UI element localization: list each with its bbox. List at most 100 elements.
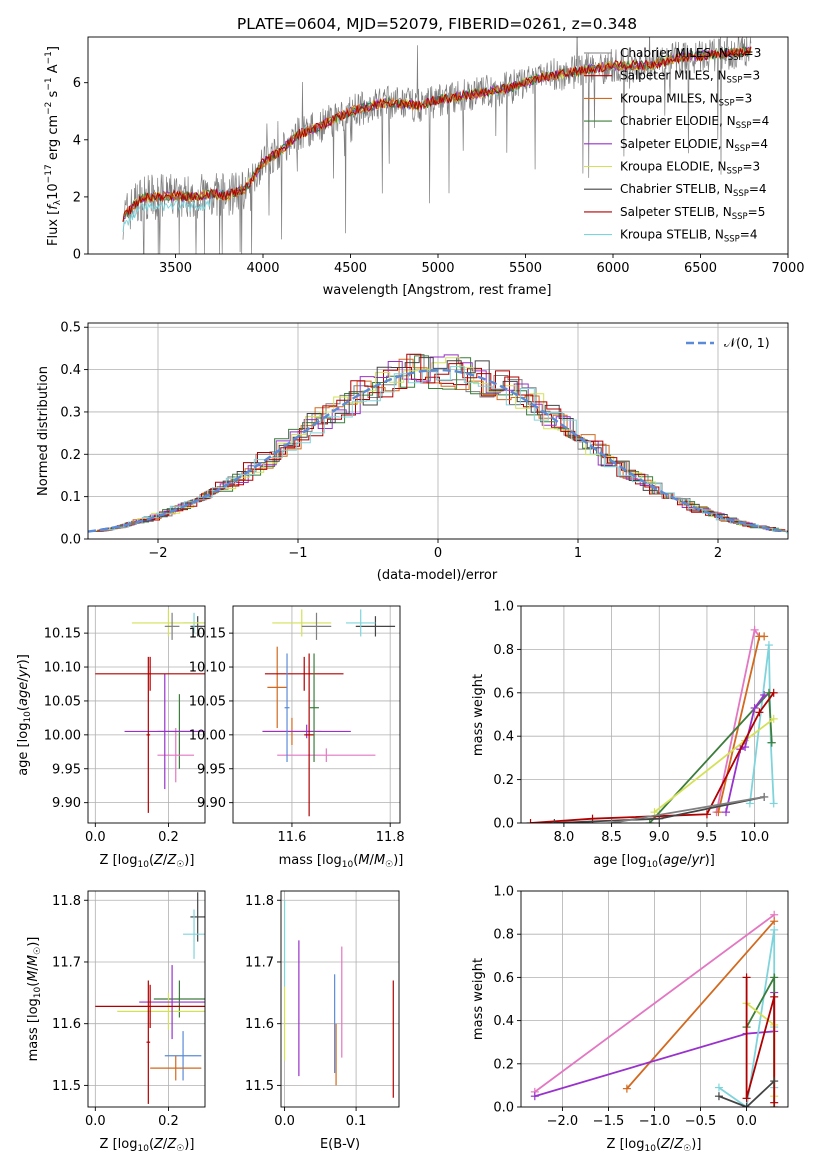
normal-curve	[88, 368, 786, 533]
weight-marker	[722, 808, 731, 817]
legend-label: Salpeter STELIB, NSSP=5	[620, 205, 765, 222]
y-tick-label: 6	[73, 76, 81, 91]
weight-line	[611, 796, 765, 823]
x-tick-label: −0.5	[685, 1114, 717, 1129]
y-tick-label: 0.1	[60, 490, 81, 505]
data-point	[183, 909, 205, 959]
weight-marker	[770, 973, 779, 982]
legend-entry: Salpeter STELIB, NSSP=5	[584, 205, 765, 222]
y-tick-label: 0.4	[60, 363, 81, 378]
x-tick-label: 11.8	[376, 830, 405, 845]
data-point	[139, 965, 205, 1040]
axes-age-vs-Z: 0.0 0.2 9.90 9.95 10.00 10.05 10.10 10.15	[44, 605, 206, 845]
y-tick-label: 10.00	[44, 728, 81, 743]
y-tick-label: 9.95	[52, 762, 81, 777]
weight-marker	[714, 1083, 723, 1092]
x-tick-label: 0.0	[274, 1114, 295, 1129]
x-axis-label: (data-model)/error	[377, 568, 498, 583]
x-tick-label: −1.0	[639, 1114, 671, 1129]
weight-marker	[770, 925, 779, 934]
weight-marker	[767, 738, 776, 747]
y-axis-label: mass weight	[471, 958, 486, 1040]
y-tick-label: 11.6	[245, 1017, 274, 1032]
y-tick-label: 0.6	[493, 686, 514, 701]
data-point	[95, 656, 205, 691]
x-axis-label: Z [log10(Z/Z☉)]	[607, 1137, 702, 1154]
y-tick-label: 0.0	[493, 1101, 514, 1116]
legend-label: Kroupa ELODIE, NSSP=3	[620, 160, 760, 177]
weight-marker	[622, 1084, 631, 1093]
y-tick-label: 0.0	[493, 817, 514, 832]
data-point	[131, 609, 205, 637]
legend-label: Chabrier ELODIE, NSSP=4	[620, 114, 769, 131]
y-axis-label: age [log10(age/yr)]	[16, 654, 33, 776]
weight-marker	[770, 1077, 779, 1086]
y-tick-label: 0.3	[60, 405, 81, 420]
legend-entry: Chabrier STELIB, NSSP=4	[584, 182, 767, 199]
weight-marker	[764, 641, 773, 650]
data-point	[124, 673, 205, 790]
plot-area	[95, 892, 205, 1104]
y-tick-label: 9.90	[197, 796, 226, 811]
data-point	[267, 646, 288, 729]
y-tick-label: 0.0	[60, 533, 81, 548]
axes-frame	[87, 605, 206, 824]
weight-line	[745, 973, 776, 1107]
plot-area	[526, 625, 778, 823]
x-tick-label: 0.0	[736, 1114, 757, 1129]
x-tick-label: 0.2	[158, 830, 179, 845]
weight-marker	[607, 819, 616, 823]
data-point	[272, 609, 332, 637]
x-axis-label: age [log10(age/yr)]	[593, 853, 715, 870]
figure-title: PLATE=0604, MJD=52079, FIBERID=0261, z=0…	[237, 15, 637, 33]
x-tick-label: 4000	[246, 261, 279, 276]
y-axis-label: Normed distribution	[36, 366, 51, 496]
axes-frame	[232, 605, 401, 824]
y-axis-label: mass [log10(M/M☉)]	[26, 937, 43, 1062]
weight-marker	[760, 690, 769, 699]
y-tick-label: 9.95	[197, 762, 226, 777]
x-tick-label: 0.0	[85, 1114, 106, 1129]
weight-marker	[550, 819, 559, 823]
y-tick-label: 0.2	[493, 1057, 514, 1072]
x-tick-label: 4500	[334, 261, 367, 276]
data-point	[150, 1055, 202, 1081]
x-tick-label: 5000	[421, 261, 454, 276]
weight-marker	[770, 992, 779, 1001]
x-axis-label: mass [log10(M/M☉)]	[279, 853, 404, 870]
x-tick-label: −1	[288, 546, 307, 561]
data-point	[345, 609, 376, 637]
legend-label: 𝒩(0, 1)	[724, 335, 770, 350]
x-axis-label: E(B-V)	[320, 1137, 360, 1152]
legend-label: Salpeter ELODIE, NSSP=4	[620, 137, 768, 154]
legend-label: Salpeter MILES, NSSP=3	[620, 69, 760, 86]
y-tick-label: 10.10	[189, 661, 226, 676]
plot-area	[530, 910, 779, 1107]
y-tick-label: 0.5	[60, 321, 81, 336]
axes-mass-vs-Z: 0.0 0.2 11.5 11.6 11.7 11.8	[52, 890, 206, 1129]
y-tick-label: 10.15	[189, 627, 226, 642]
x-tick-label: 9.0	[649, 830, 670, 845]
weight-marker	[750, 625, 759, 634]
y-tick-label: 2	[73, 190, 81, 205]
legend-label: Chabrier MILES, NSSP=3	[620, 46, 761, 63]
y-tick-label: 11.6	[52, 1017, 81, 1032]
data-point	[304, 653, 315, 817]
data-point	[164, 612, 180, 640]
y-tick-label: 10.00	[189, 728, 226, 743]
data-point	[301, 612, 332, 640]
weight-marker	[702, 810, 711, 819]
weight-marker	[742, 1103, 751, 1107]
y-tick-label: 9.90	[52, 796, 81, 811]
weight-marker	[714, 808, 723, 817]
y-tick-label: 10.10	[44, 661, 81, 676]
x-tick-label: −2	[148, 546, 167, 561]
x-tick-label: 3500	[159, 261, 192, 276]
weight-marker	[742, 1094, 751, 1103]
y-tick-label: 10.15	[44, 627, 81, 642]
axes-frame	[280, 890, 400, 1108]
y-tick-label: 4	[73, 133, 81, 148]
y-tick-label: 11.5	[245, 1079, 274, 1094]
plot-area	[95, 609, 205, 813]
